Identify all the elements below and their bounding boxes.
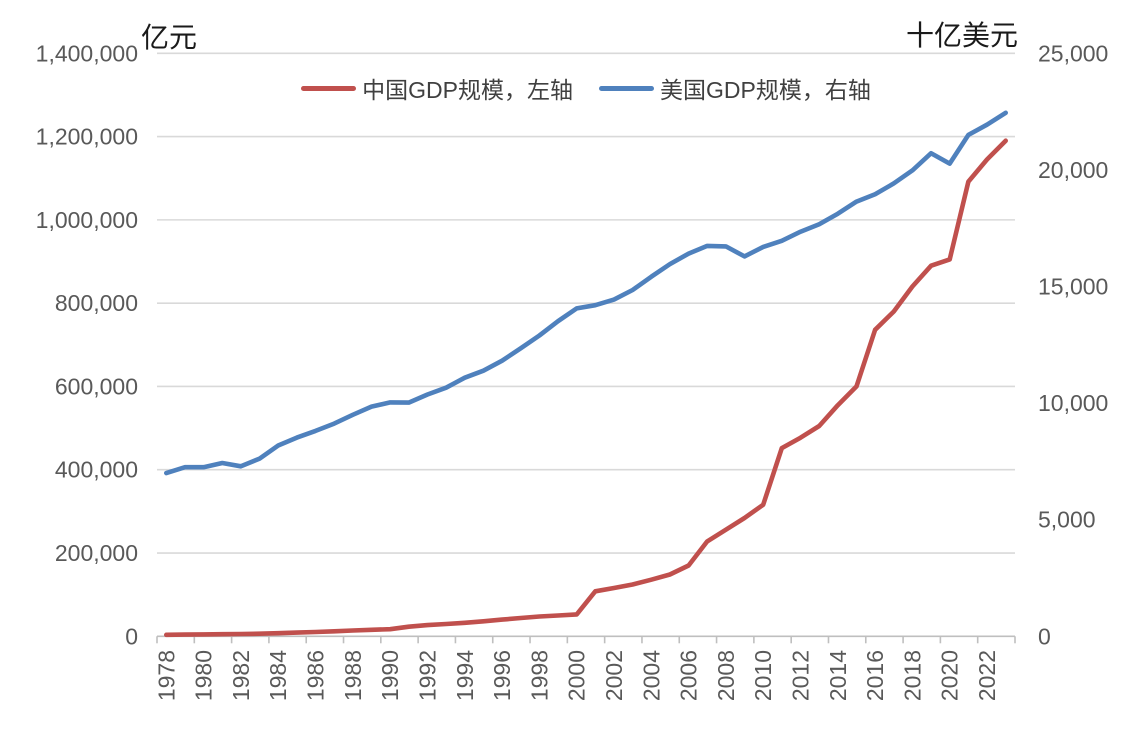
right-axis-labels: 0 5,000 10,000 15,000 20,000 25,000	[1038, 40, 1108, 649]
x-axis	[156, 635, 1016, 644]
svg-text:1,400,000: 1,400,000	[36, 40, 138, 66]
svg-text:1,000,000: 1,000,000	[36, 207, 138, 233]
svg-text:800,000: 800,000	[55, 290, 138, 316]
legend-swatch-china	[301, 85, 357, 91]
svg-text:2016: 2016	[862, 650, 888, 701]
legend-item-china: 中国GDP规模，左轴	[301, 71, 573, 105]
svg-text:25,000: 25,000	[1038, 40, 1108, 66]
legend-swatch-us	[599, 85, 654, 91]
svg-text:1980: 1980	[191, 650, 217, 701]
svg-text:1990: 1990	[377, 650, 403, 701]
svg-text:1986: 1986	[303, 650, 329, 701]
svg-text:1984: 1984	[265, 650, 291, 701]
svg-text:1978: 1978	[153, 650, 179, 701]
svg-text:2020: 2020	[937, 650, 963, 701]
svg-text:2006: 2006	[676, 650, 702, 701]
svg-text:2008: 2008	[713, 650, 739, 701]
svg-text:0: 0	[125, 623, 138, 649]
svg-text:1988: 1988	[340, 650, 366, 701]
svg-text:1998: 1998	[526, 650, 552, 701]
svg-text:2000: 2000	[564, 650, 590, 701]
svg-text:2004: 2004	[638, 650, 664, 701]
legend: 中国GDP规模，左轴 美国GDP规模，右轴	[157, 71, 1015, 105]
legend-item-us: 美国GDP规模，右轴	[599, 71, 871, 105]
svg-text:2014: 2014	[825, 650, 851, 701]
gridlines	[157, 52, 1015, 554]
svg-text:2022: 2022	[974, 650, 1000, 701]
svg-text:600,000: 600,000	[55, 373, 138, 399]
svg-text:200,000: 200,000	[55, 540, 138, 566]
left-axis-title: 亿元	[141, 21, 198, 54]
legend-label-us: 美国GDP规模，右轴	[660, 77, 871, 103]
svg-text:1994: 1994	[452, 650, 478, 701]
svg-text:1,200,000: 1,200,000	[36, 124, 138, 150]
x-axis-labels: 1978 1980 1982 1984 1986 1988 1990 1992 1994 1996…	[153, 650, 1000, 701]
svg-text:5,000: 5,000	[1038, 507, 1096, 533]
svg-text:1992: 1992	[414, 650, 440, 701]
series-line-1	[164, 110, 1009, 476]
svg-text:1982: 1982	[228, 650, 254, 701]
right-axis-title: 十亿美元	[906, 19, 1019, 52]
series-line-0	[164, 138, 1009, 638]
svg-text:2010: 2010	[750, 650, 776, 701]
svg-text:0: 0	[1038, 623, 1051, 649]
svg-text:1996: 1996	[489, 650, 515, 701]
svg-text:10,000: 10,000	[1038, 390, 1108, 416]
svg-text:2002: 2002	[601, 650, 627, 701]
left-axis-labels: 0 200,000 400,000 600,000 800,000 1,000,000 1,…	[36, 40, 138, 649]
svg-text:2012: 2012	[788, 650, 814, 701]
legend-label-china: 中国GDP规模，左轴	[362, 77, 573, 103]
svg-text:20,000: 20,000	[1038, 157, 1108, 183]
series-lines	[164, 110, 1009, 638]
svg-text:15,000: 15,000	[1038, 274, 1108, 300]
svg-text:400,000: 400,000	[55, 457, 138, 483]
svg-text:2018: 2018	[899, 650, 925, 701]
